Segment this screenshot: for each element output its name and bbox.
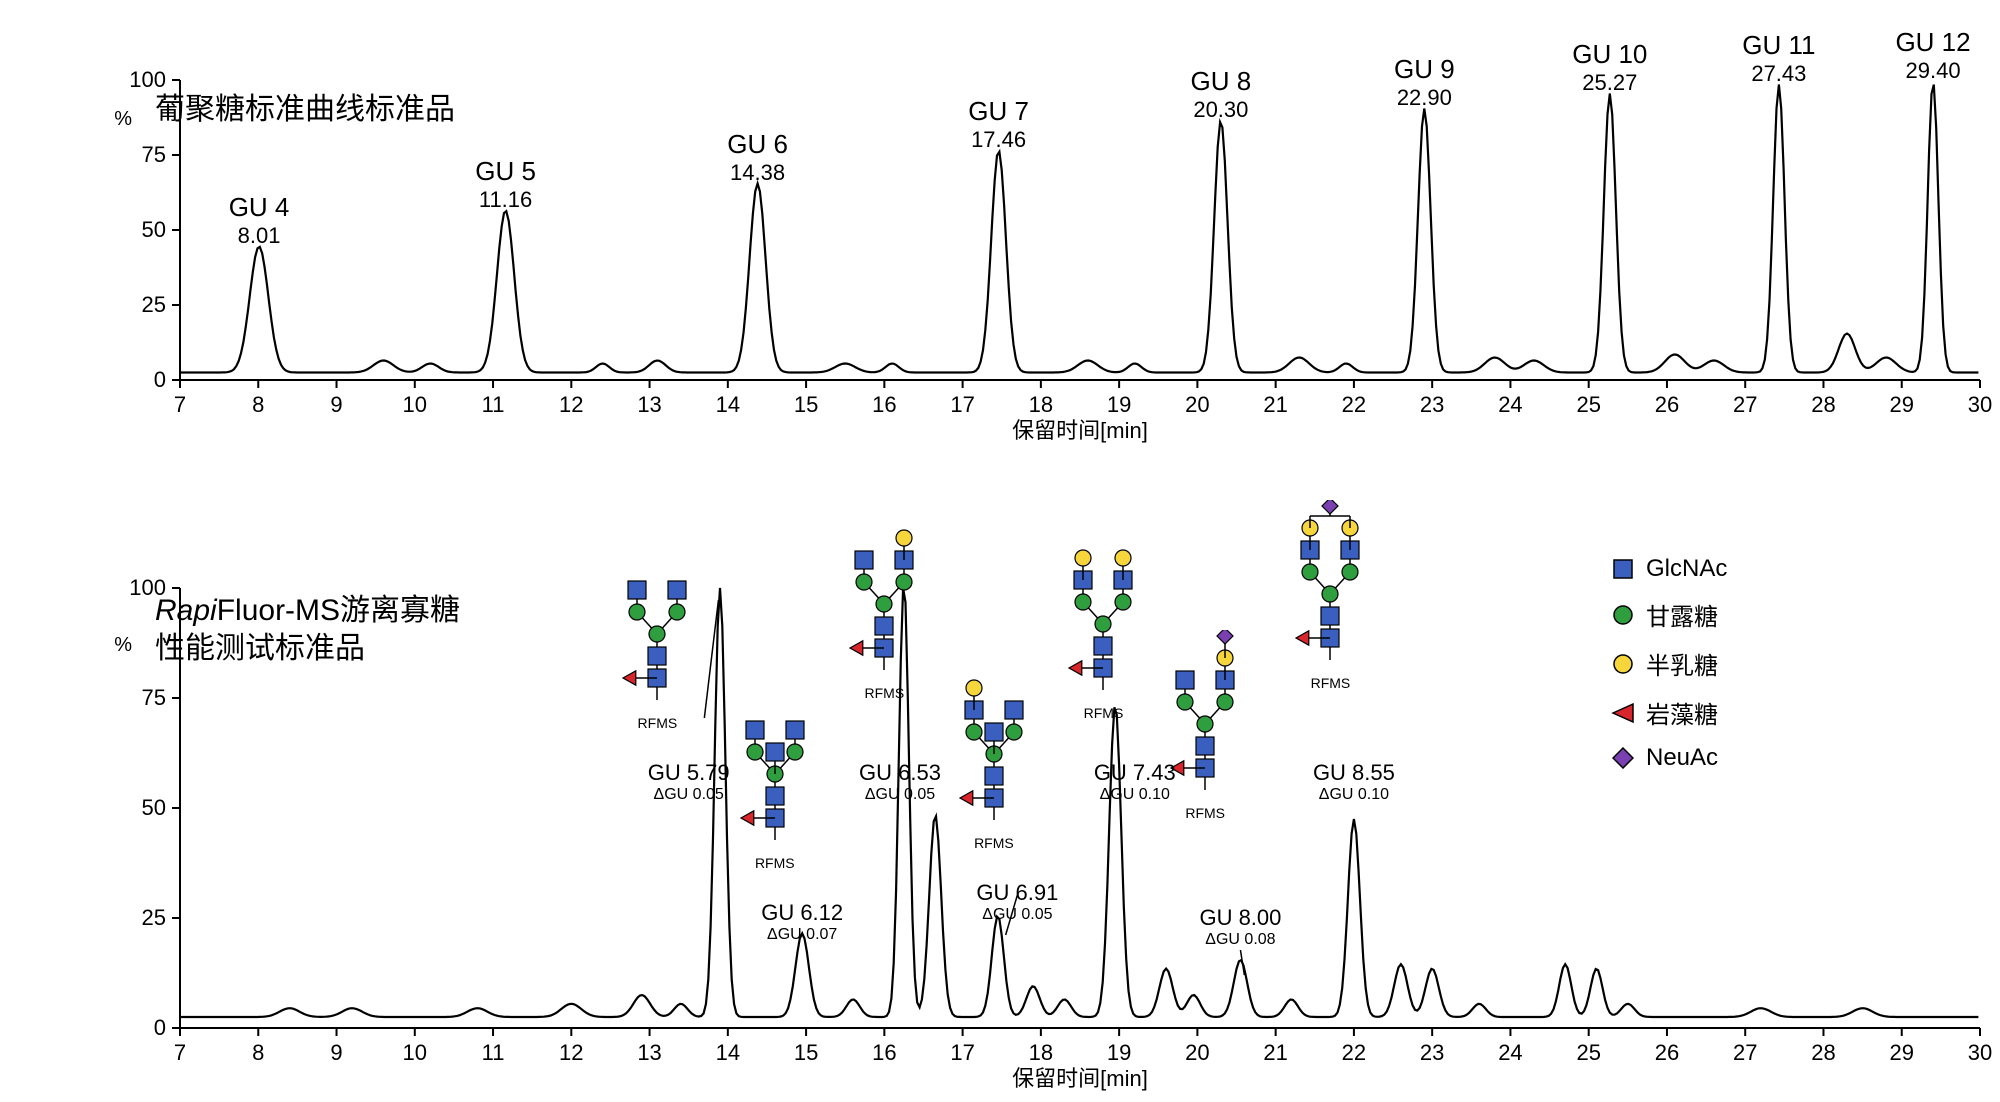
legend-label: GlcNAc [1646,555,1727,583]
bottom-gu-label: GU 6.12ΔGU 0.07 [732,900,872,944]
gu-value: GU 7.43 [1065,760,1205,786]
legend-icon [1610,556,1636,582]
svg-text:18: 18 [1029,1040,1053,1065]
bottom-gu-label: GU 7.43ΔGU 0.10 [1065,760,1205,804]
legend-label: 岩藻糖 [1646,695,1718,730]
svg-text:8: 8 [252,1040,264,1065]
svg-text:20: 20 [1185,1040,1209,1065]
legend-label: NeuAc [1646,744,1718,772]
bottom-gu-label: GU 5.79ΔGU 0.05 [619,760,759,804]
svg-text:17: 17 [950,1040,974,1065]
svg-text:30: 30 [1968,1040,1992,1065]
legend-label: 半乳糖 [1646,646,1718,681]
legend-row: 甘露糖 [1610,597,1727,632]
svg-text:28: 28 [1811,1040,1835,1065]
svg-text:25: 25 [142,905,166,930]
gu-value: GU 6.91 [947,880,1087,906]
delta-gu: ΔGU 0.05 [619,786,759,804]
bottom-chromatogram-svg: 0255075100%78910111213141516171819202122… [60,0,2000,1098]
svg-text:25: 25 [1576,1040,1600,1065]
svg-text:9: 9 [330,1040,342,1065]
legend-label: 甘露糖 [1646,597,1718,632]
svg-text:15: 15 [794,1040,818,1065]
glycan-legend: GlcNAc 甘露糖半乳糖岩藻糖 NeuAc [1610,555,1727,786]
delta-gu: ΔGU 0.05 [947,906,1087,924]
svg-text:%: % [114,634,132,656]
bottom-chromatogram-panel: 0255075100%78910111213141516171819202122… [60,0,2000,1098]
svg-text:27: 27 [1733,1040,1757,1065]
legend-icon [1610,651,1636,677]
gu-value: GU 5.79 [619,760,759,786]
svg-text:10: 10 [403,1040,427,1065]
delta-gu: ΔGU 0.10 [1065,786,1205,804]
legend-row: NeuAc [1610,744,1727,772]
bottom-gu-label: GU 6.91ΔGU 0.05 [947,880,1087,924]
gu-value: GU 8.55 [1284,760,1424,786]
svg-text:11: 11 [482,1040,505,1065]
svg-text:75: 75 [142,685,166,710]
gu-value: GU 6.12 [732,900,872,926]
svg-text:12: 12 [559,1040,583,1065]
svg-text:13: 13 [637,1040,661,1065]
svg-text:23: 23 [1420,1040,1444,1065]
legend-row: 岩藻糖 [1610,695,1727,730]
svg-text:24: 24 [1498,1040,1522,1065]
delta-gu: ΔGU 0.10 [1284,786,1424,804]
svg-text:21: 21 [1263,1040,1287,1065]
gu-value: GU 6.53 [830,760,970,786]
svg-text:29: 29 [1889,1040,1913,1065]
svg-text:14: 14 [716,1040,740,1065]
svg-text:保留时间[min]: 保留时间[min] [1012,1066,1148,1091]
bottom-gu-label: GU 8.55ΔGU 0.10 [1284,760,1424,804]
svg-text:0: 0 [154,1015,166,1040]
svg-text:19: 19 [1107,1040,1131,1065]
legend-icon [1610,700,1636,726]
bottom-gu-label: GU 6.53ΔGU 0.05 [830,760,970,804]
svg-text:50: 50 [142,795,166,820]
delta-gu: ΔGU 0.07 [732,926,872,944]
bottom-title: RapiFluor-MS游离寡糖 性能测试标准品 [155,592,460,667]
legend-row: 半乳糖 [1610,646,1727,681]
legend-icon [1610,745,1636,771]
delta-gu: ΔGU 0.08 [1170,931,1310,949]
svg-text:16: 16 [872,1040,896,1065]
delta-gu: ΔGU 0.05 [830,786,970,804]
legend-row: GlcNAc [1610,555,1727,583]
gu-value: GU 8.00 [1170,905,1310,931]
svg-text:7: 7 [174,1040,186,1065]
svg-text:26: 26 [1655,1040,1679,1065]
svg-text:22: 22 [1342,1040,1366,1065]
legend-icon [1610,602,1636,628]
bottom-gu-label: GU 8.00ΔGU 0.08 [1170,905,1310,949]
